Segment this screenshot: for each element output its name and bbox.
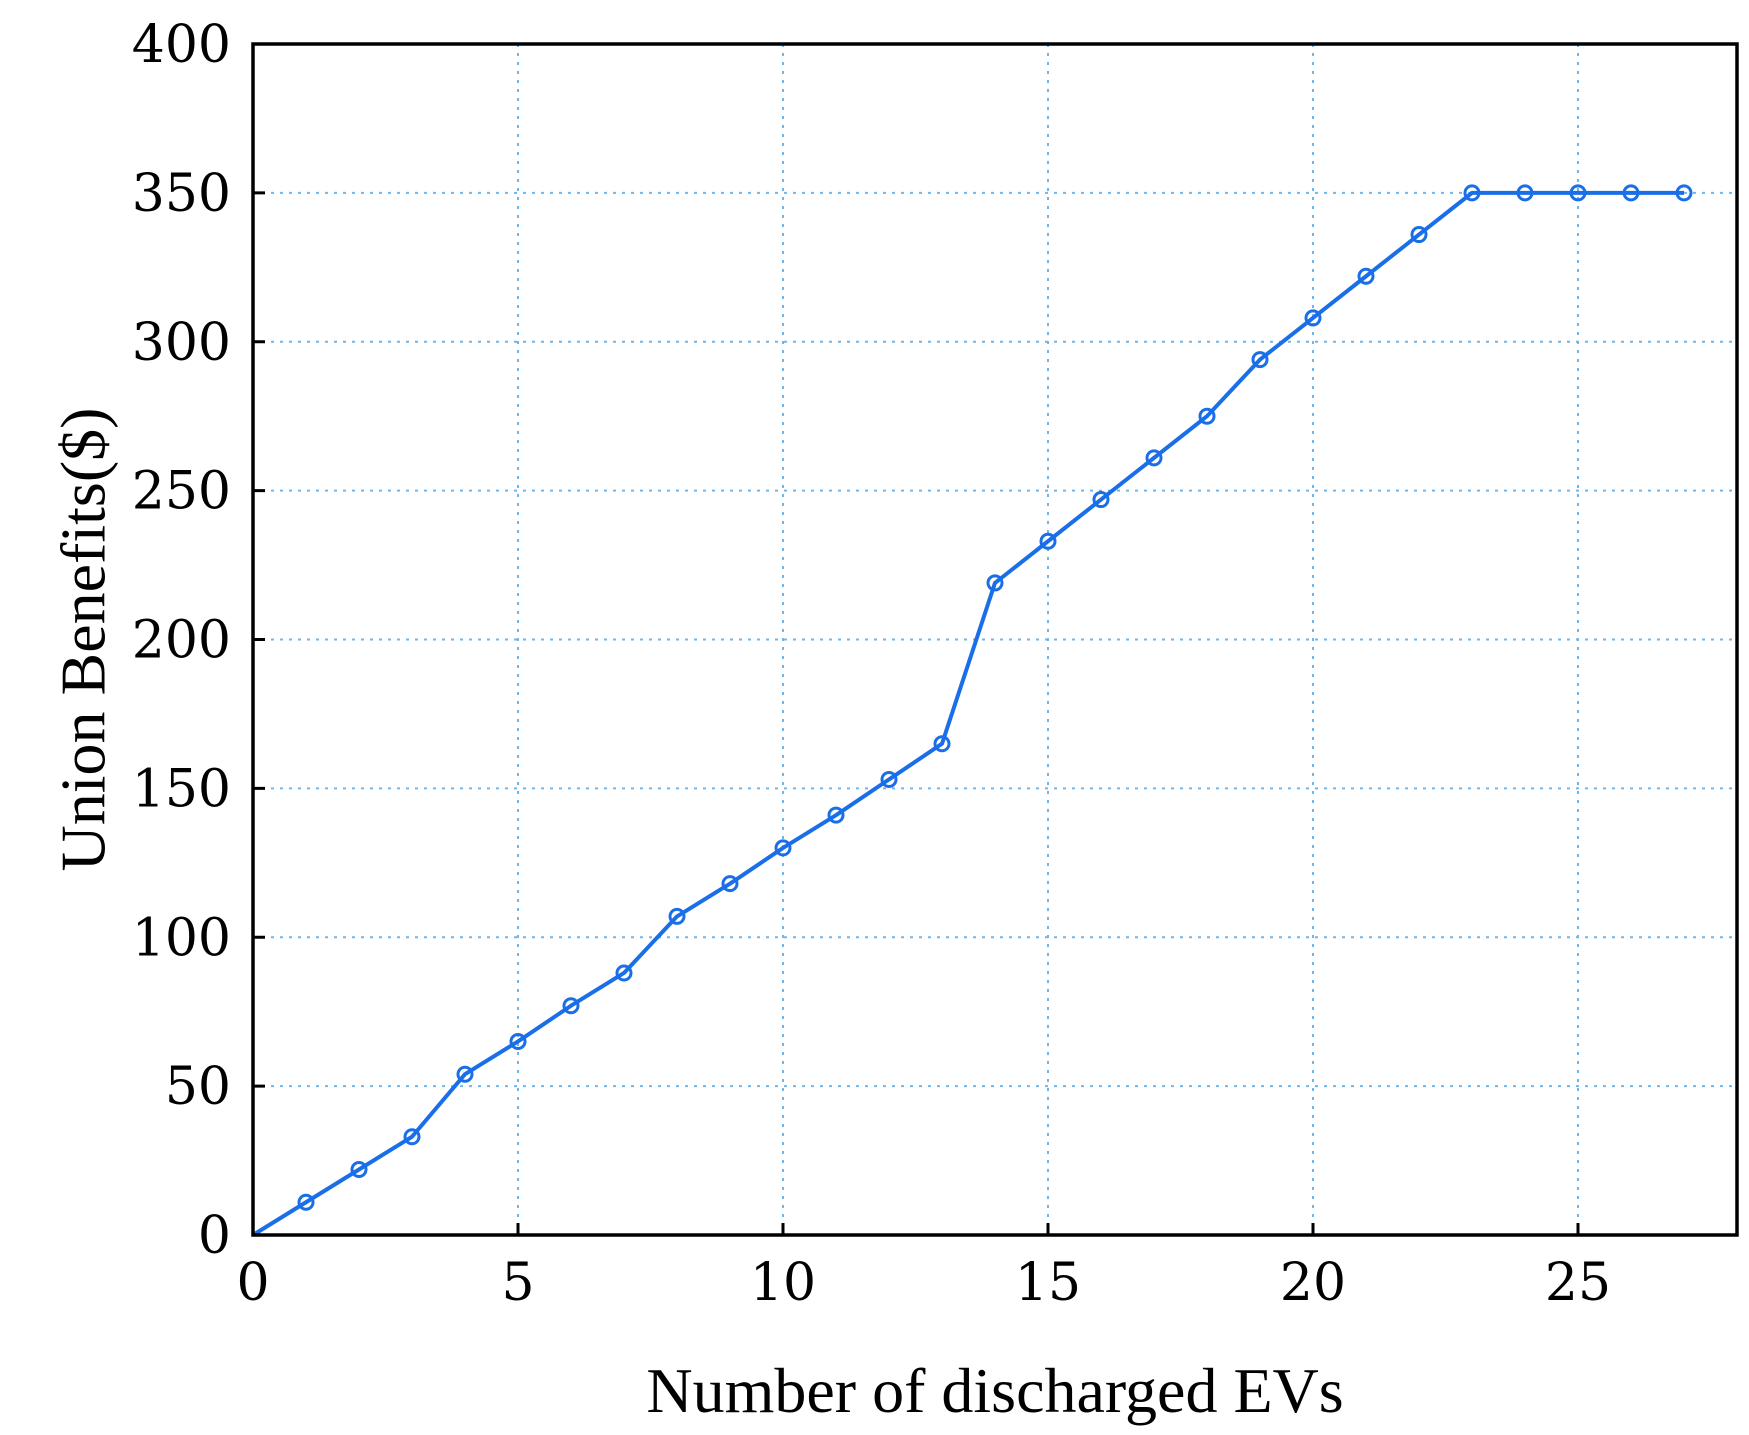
y-tick-label: 200 (132, 611, 231, 671)
data-point (1463, 184, 1481, 202)
data-point (509, 1032, 527, 1050)
data-point (986, 574, 1004, 592)
y-tick-label: 150 (132, 759, 231, 819)
data-point (1410, 226, 1428, 244)
data-point (668, 907, 686, 925)
y-tick-label: 300 (132, 313, 231, 373)
data-point (297, 1193, 315, 1211)
y-axis-title: Union Benefits($) (47, 408, 118, 872)
data-point (1516, 184, 1534, 202)
data-point (350, 1160, 368, 1178)
grid (253, 44, 1737, 1235)
data-point (880, 770, 898, 788)
data-point (403, 1128, 421, 1146)
data-point (1092, 491, 1110, 509)
series-line (251, 190, 1684, 1237)
y-tick-labels: 0 50 100 150 200 250 300 350 400 (132, 15, 231, 1266)
data-point (774, 839, 792, 857)
data-point (456, 1065, 474, 1083)
x-tick-labels: 0 5 10 15 20 25 (236, 1253, 1611, 1313)
y-tick-label: 50 (165, 1057, 231, 1117)
data-point (1675, 184, 1693, 202)
y-tick-label: 350 (132, 164, 231, 224)
data-point (562, 997, 580, 1015)
data-point (615, 964, 633, 982)
data-point (1198, 407, 1216, 425)
y-tick-label: 400 (132, 15, 231, 75)
data-point (1039, 532, 1057, 550)
x-tick-label: 10 (750, 1253, 816, 1313)
data-point (1304, 309, 1322, 327)
x-axis-title: Number of discharged EVs (646, 1355, 1343, 1426)
data-point (827, 806, 845, 824)
x-tick-label: 25 (1545, 1253, 1611, 1313)
y-tick-label: 250 (132, 462, 231, 522)
y-tick-label: 0 (198, 1206, 231, 1266)
x-tick-label: 20 (1280, 1253, 1346, 1313)
data-point (1357, 267, 1375, 285)
data-point (1251, 351, 1269, 369)
y-tick-label: 100 (132, 908, 231, 968)
x-tick-label: 0 (236, 1253, 269, 1313)
data-point (721, 875, 739, 893)
ticks (251, 42, 1580, 1237)
x-tick-label: 15 (1015, 1253, 1081, 1313)
series-group (251, 184, 1693, 1237)
data-point (1145, 449, 1163, 467)
x-tick-label: 5 (501, 1253, 534, 1313)
data-point (933, 735, 951, 753)
data-point (1622, 184, 1640, 202)
data-point (1569, 184, 1587, 202)
